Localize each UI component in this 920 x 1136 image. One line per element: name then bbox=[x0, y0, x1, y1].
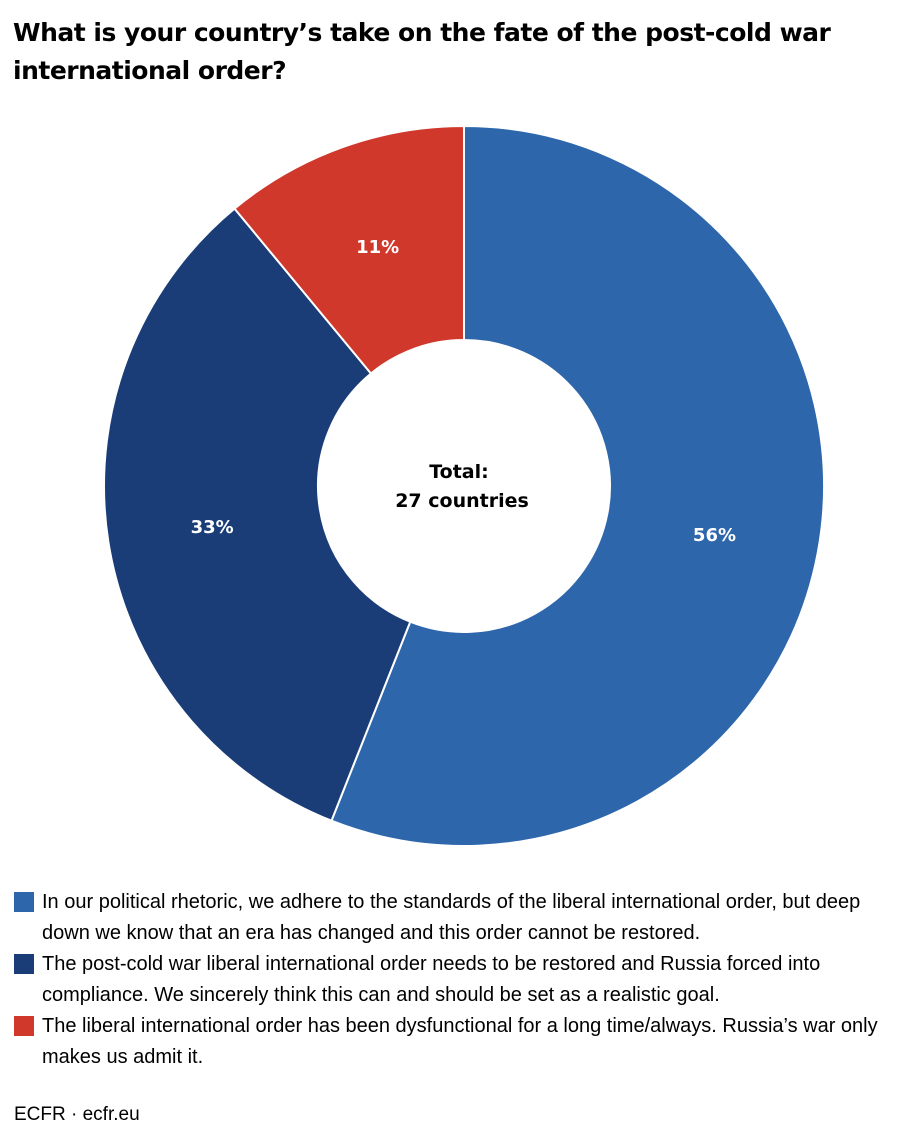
legend-label: The post-cold war liberal international … bbox=[42, 953, 821, 1006]
slice-value-label: 56% bbox=[693, 525, 736, 546]
legend-label: In our political rhetoric, we adhere to … bbox=[42, 891, 861, 944]
legend-item: The liberal international order has been… bbox=[14, 1011, 904, 1073]
source-credit: ECFR · ecfr.eu bbox=[14, 1104, 140, 1125]
center-total-label: Total: bbox=[429, 461, 489, 483]
slices-group bbox=[103, 124, 825, 847]
slice-labels-group: 56% 33% 11% bbox=[191, 237, 736, 546]
legend-label: The liberal international order has been… bbox=[42, 1015, 878, 1068]
legend-item: In our political rhetoric, we adhere to … bbox=[14, 887, 904, 949]
legend-swatch bbox=[14, 1016, 34, 1036]
chart-title: What is your country’s take on the fate … bbox=[13, 18, 831, 85]
legend-item: The post-cold war liberal international … bbox=[14, 949, 904, 1011]
legend: In our political rhetoric, we adhere to … bbox=[14, 887, 904, 1073]
slice-value-label: 33% bbox=[191, 517, 234, 538]
center-count-label: 27 countries bbox=[395, 490, 529, 512]
donut-slice bbox=[103, 207, 412, 823]
slice-value-label: 11% bbox=[356, 237, 399, 258]
legend-swatch bbox=[14, 892, 34, 912]
legend-swatch bbox=[14, 954, 34, 974]
donut-chart: 56% 33% 11% Total: 27 countries bbox=[103, 124, 825, 847]
donut-slice bbox=[330, 124, 825, 847]
donut-slice bbox=[233, 124, 465, 375]
